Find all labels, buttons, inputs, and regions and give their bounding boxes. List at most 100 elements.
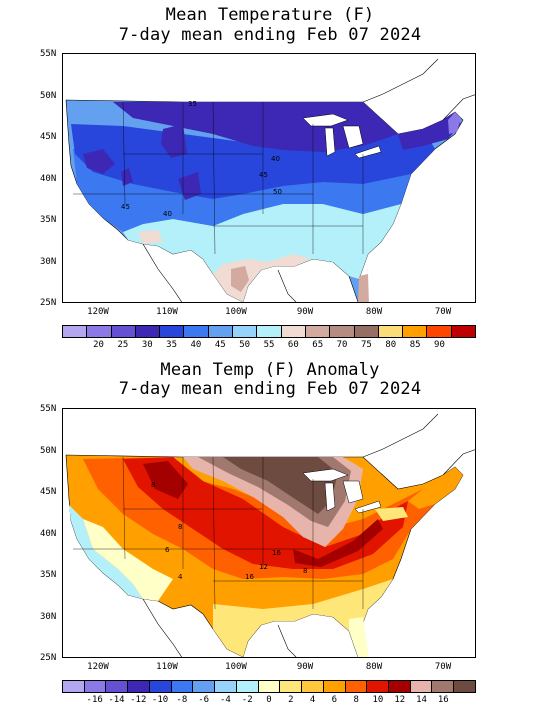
- bottom-lon-100w: 100W: [225, 662, 247, 672]
- top-title-line1: Mean Temperature (F): [165, 5, 375, 25]
- top-lat-25n: 25N: [40, 298, 57, 308]
- bottom-dark-red-arc: [123, 457, 408, 569]
- bottom-colorbar-label: 2: [288, 695, 294, 705]
- bottom-colorbar-swatch: [432, 681, 455, 692]
- top-lon-70w: 70W: [434, 307, 452, 317]
- top-colorbar-label: 50: [239, 340, 251, 350]
- top-title-line2: 7-day mean ending Feb 07 2024: [118, 25, 422, 45]
- top-lake-superior: [302, 113, 349, 127]
- top-lon-90w: 90W: [296, 307, 314, 317]
- top-florida-patch: [358, 274, 369, 302]
- top-contour-label: 45: [259, 171, 268, 179]
- top-colorbar-swatch: [184, 326, 209, 337]
- top-colorbar-label: 85: [409, 340, 421, 350]
- bottom-lat-45n: 45N: [40, 487, 57, 497]
- top-colorbar: [62, 325, 476, 338]
- bottom-colorbar-label: 16: [437, 695, 449, 705]
- bottom-state-lines: [73, 456, 364, 610]
- bottom-contour-label: 16: [245, 573, 254, 581]
- top-colorbar-swatch: [257, 326, 282, 337]
- bottom-contour-label: 6: [165, 546, 170, 554]
- bottom-colorbar-label: -10: [151, 695, 169, 705]
- top-rockies-pocket-2: [161, 124, 187, 158]
- bottom-lat-40n: 40N: [40, 529, 57, 539]
- bottom-colorbar-label: -16: [86, 695, 103, 705]
- bottom-contour-label: 8: [303, 567, 307, 575]
- top-colorbar-swatch: [354, 326, 379, 337]
- top-rockies-pocket-1: [83, 149, 115, 174]
- bottom-contour-labels: 8 8 6 4 12 16 16 8: [151, 481, 307, 581]
- top-colorbar-label: 90: [434, 340, 445, 350]
- bottom-colorbar: [62, 680, 476, 693]
- bottom-colorbar-label: 10: [372, 695, 384, 705]
- bottom-colorbar-label: 0: [266, 695, 272, 705]
- bottom-ne-yellow: [375, 507, 408, 521]
- bottom-south-band: [213, 579, 393, 657]
- top-colorbar-label: 30: [141, 340, 153, 350]
- top-rockies-pocket-4: [121, 168, 133, 186]
- top-colorbar-label: 60: [287, 340, 299, 350]
- bottom-colorbar-label: -14: [108, 695, 125, 705]
- bottom-lon-90w: 90W: [296, 662, 314, 672]
- bottom-colorbar-label: -4: [219, 695, 231, 705]
- top-lat-35n: 35N: [40, 215, 57, 225]
- top-colorbar-swatch: [281, 326, 306, 337]
- bottom-colorbar-label: -8: [176, 695, 188, 705]
- bottom-lon-110w: 110W: [156, 662, 178, 672]
- top-colorbar-swatch: [160, 326, 185, 337]
- bottom-colorbar-swatch: [258, 681, 281, 692]
- bottom-lake-huron: [342, 480, 364, 504]
- top-colorbar-swatch: [330, 326, 355, 337]
- bottom-lon-80w: 80W: [365, 662, 383, 672]
- bottom-colorbar-swatch: [84, 681, 107, 692]
- bottom-lake-michigan: [324, 482, 336, 512]
- bottom-colorbar-swatch: [63, 681, 85, 692]
- bottom-contour-label: 8: [151, 481, 155, 489]
- top-maine-light: [448, 112, 461, 134]
- top-colorbar-swatch: [378, 326, 404, 337]
- top-rockies-pocket-3: [178, 172, 201, 200]
- top-colorbar-label: 25: [117, 340, 129, 350]
- top-contour-label: 45: [121, 203, 130, 211]
- bottom-colorbar-swatch: [171, 681, 194, 692]
- top-warm-band: [123, 204, 401, 302]
- top-colorbar-label: 80: [385, 340, 397, 350]
- bottom-colorbar-swatch: [149, 681, 172, 692]
- top-colorbar-label: 65: [312, 340, 324, 350]
- bottom-colorbar-label: 14: [416, 695, 427, 705]
- bottom-colorbar-label: 4: [309, 695, 316, 705]
- top-lake-michigan: [324, 127, 336, 157]
- top-colorbar-swatch: [87, 326, 112, 337]
- top-south-texas-patch: [213, 254, 311, 302]
- top-lon-80w: 80W: [365, 307, 383, 317]
- bottom-contour-label: 12: [259, 563, 268, 571]
- top-colorbar-label: 75: [360, 340, 372, 350]
- bottom-colorbar-swatch: [236, 681, 259, 692]
- top-colorbar-swatch: [451, 326, 476, 337]
- bottom-lat-50n: 50N: [40, 446, 57, 456]
- bottom-ne-orange: [408, 467, 463, 509]
- bottom-coastlines: [142, 413, 475, 657]
- bottom-colorbar-swatch: [454, 681, 475, 692]
- top-contour-label: 35: [188, 100, 197, 108]
- bottom-lat-25n: 25N: [40, 653, 57, 663]
- top-colorbar-label: 35: [166, 340, 177, 350]
- bottom-colorbar-label: -6: [198, 695, 210, 705]
- top-lat-45n: 45N: [40, 132, 57, 142]
- bottom-colorbar-label: -12: [130, 695, 147, 705]
- top-colorbar-label: 20: [93, 340, 104, 350]
- bottom-brown-core: [223, 457, 338, 514]
- top-colorbar-label: 40: [190, 340, 202, 350]
- top-lat-55n: 55N: [40, 49, 57, 59]
- bottom-map: 8 8 6 4 12 16 16 8: [65, 413, 475, 657]
- top-lake-huron: [342, 125, 364, 149]
- top-contour-label: 40: [163, 210, 172, 218]
- bottom-map-frame: 8 8 6 4 12 16 16 8: [62, 408, 476, 658]
- bottom-lake-erie: [354, 500, 382, 514]
- top-lat-30n: 30N: [40, 257, 57, 267]
- top-lat-40n: 40N: [40, 174, 57, 184]
- bottom-lon-120w: 120W: [87, 662, 109, 672]
- top-texas-coast-patch: [231, 266, 249, 292]
- bottom-colorbar-swatch: [193, 681, 216, 692]
- top-contour-labels: 35 40 45 50 40 45: [121, 100, 282, 218]
